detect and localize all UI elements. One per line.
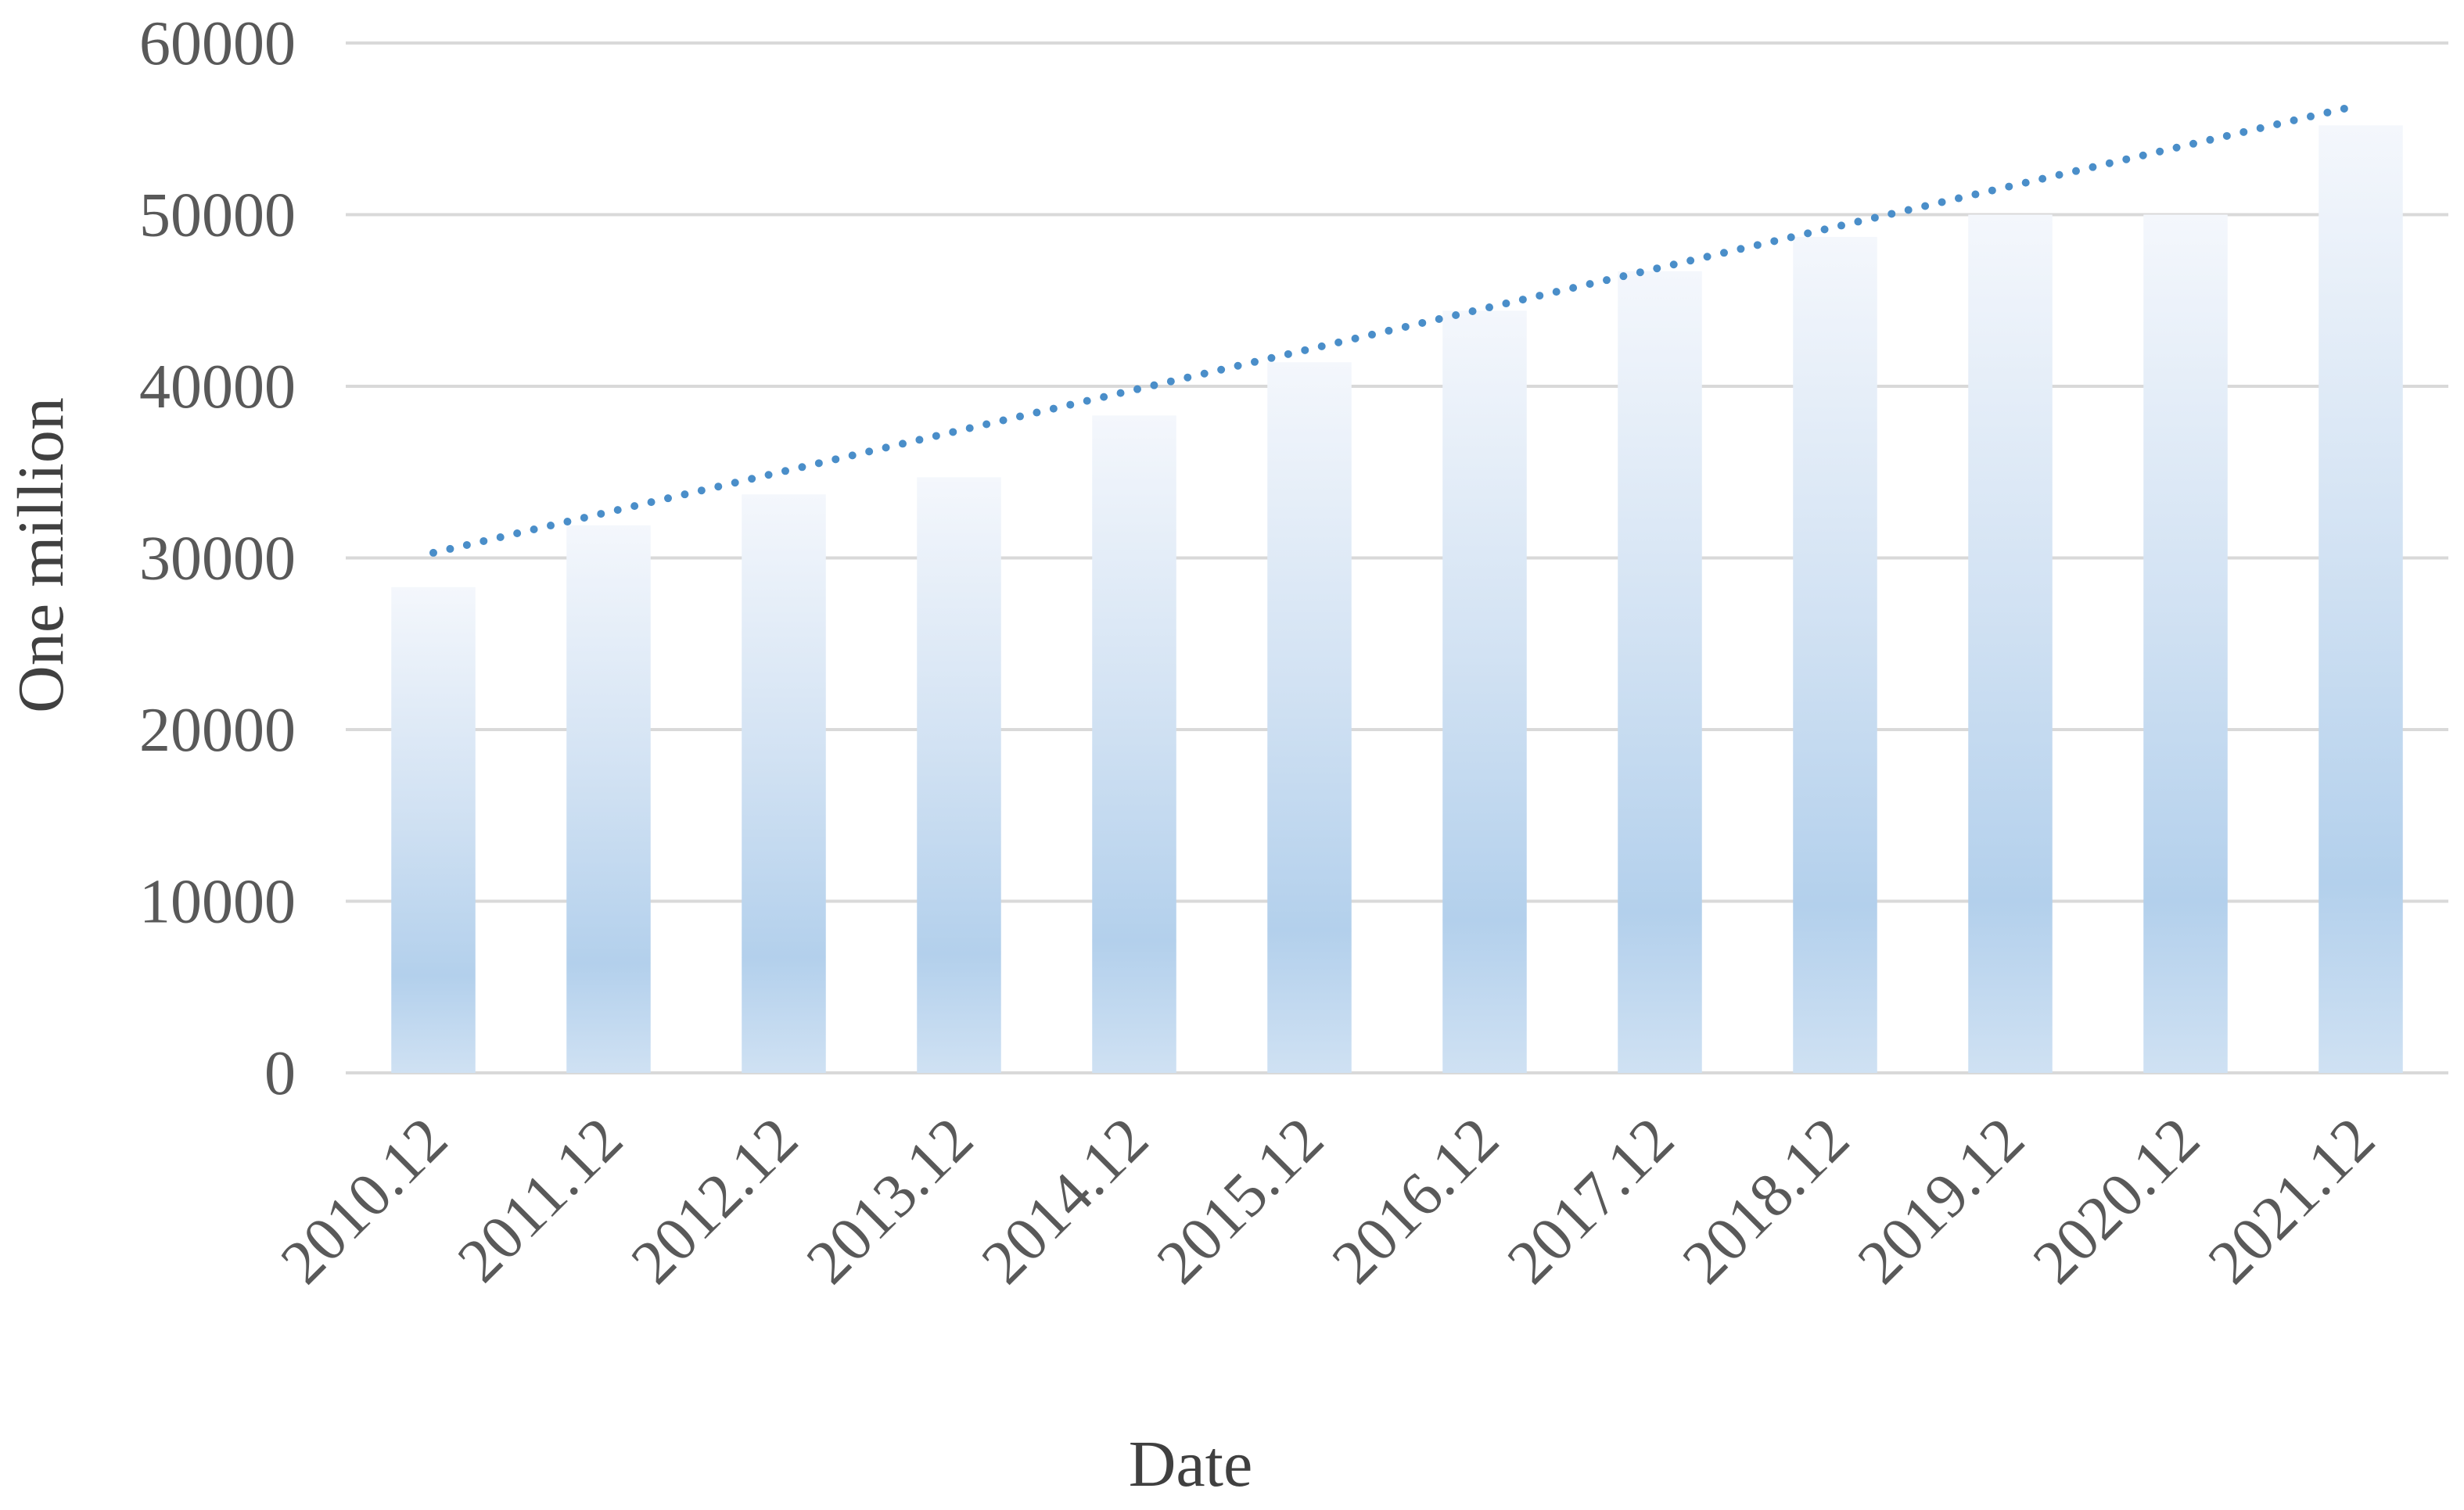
bar (391, 586, 476, 1073)
bar (1793, 237, 1877, 1073)
x-tick-label: 2011.12 (445, 1105, 636, 1296)
y-tick-label: 10000 (139, 868, 296, 937)
bar (1968, 214, 2053, 1073)
x-tick-label: 2013.12 (794, 1105, 986, 1297)
y-tick-label: 50000 (139, 181, 296, 250)
bar (1267, 362, 1352, 1073)
bar (566, 525, 651, 1073)
y-tick-label: 20000 (139, 696, 296, 765)
x-tick-label: 2012.12 (619, 1105, 811, 1297)
x-tick-label: 2017.12 (1495, 1105, 1687, 1297)
bar (1092, 415, 1176, 1073)
x-axis-title: Date (1129, 1428, 1253, 1501)
y-tick-label: 30000 (139, 525, 296, 594)
gridlines (346, 41, 2448, 1074)
y-tick-label: 0 (264, 1039, 296, 1108)
y-tick-label: 40000 (139, 353, 296, 421)
x-tick-label: 2021.12 (2196, 1105, 2388, 1297)
x-tick-label: 2014.12 (969, 1105, 1162, 1297)
y-tick-label: 60000 (139, 9, 296, 78)
x-tick-label: 2015.12 (1144, 1105, 1337, 1297)
x-axis-ticks: 2010.122011.122012.122013.122014.122015.… (268, 1105, 2388, 1297)
bar (1618, 271, 1702, 1073)
x-tick-label: 2018.12 (1670, 1105, 1862, 1297)
bar (2143, 214, 2228, 1073)
y-axis-title: One million (5, 397, 77, 713)
bars (391, 125, 2403, 1074)
bar (1442, 310, 1527, 1073)
bar (2319, 125, 2403, 1074)
x-tick-label: 2016.12 (1320, 1105, 1512, 1297)
bar (742, 494, 826, 1073)
x-tick-label: 2010.12 (268, 1105, 461, 1297)
x-tick-label: 2020.12 (2020, 1105, 2213, 1297)
trendline (429, 101, 2365, 557)
trendline-layer (429, 101, 2365, 557)
y-axis-ticks: 0 10000 20000 30000 40000 50000 60000 (139, 9, 296, 1108)
bar (917, 477, 1001, 1073)
x-tick-label: 2019.12 (1845, 1105, 2038, 1297)
